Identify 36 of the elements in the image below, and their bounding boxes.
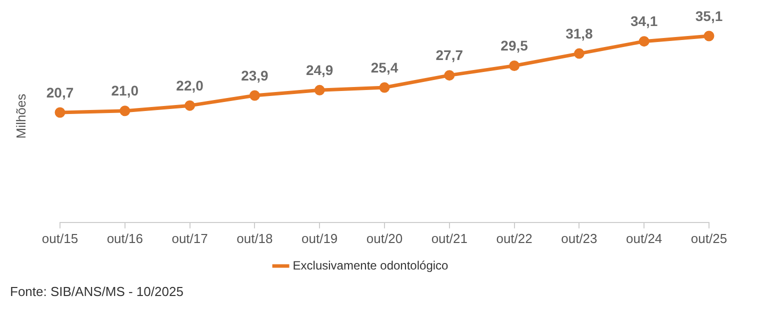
x-tick-label: out/24 <box>626 230 662 246</box>
x-tick-label: out/19 <box>302 230 338 246</box>
data-label: 29,5 <box>500 38 528 54</box>
data-label: 27,7 <box>436 47 464 64</box>
data-label: 34,1 <box>630 13 658 30</box>
y-axis-title: Milhões <box>13 93 28 139</box>
x-tick-label: out/21 <box>431 230 468 246</box>
x-tick-label: out/18 <box>236 230 273 246</box>
point <box>704 30 714 42</box>
data-label: 24,9 <box>306 62 334 78</box>
data-label: 35,1 <box>695 8 723 24</box>
data-label: 23,9 <box>241 67 269 84</box>
data-label: 20,7 <box>46 84 74 100</box>
point <box>444 70 455 81</box>
x-tick-label: out/15 <box>42 230 78 246</box>
point <box>509 60 520 72</box>
point <box>574 48 584 59</box>
x-tick-label: out/16 <box>106 230 143 246</box>
point <box>314 84 325 96</box>
point <box>638 36 650 47</box>
x-tick-label: out/22 <box>496 230 532 246</box>
x-tick-label: out/25 <box>690 230 728 246</box>
x-tick-label: out/17 <box>172 230 208 246</box>
data-label: 31,8 <box>566 25 594 42</box>
legend-label: Exclusivamente odontológico <box>292 258 449 272</box>
data-label: 22,0 <box>176 77 204 94</box>
data-label: 21,0 <box>111 82 139 99</box>
point <box>184 100 196 111</box>
data-label: 25,4 <box>370 59 398 76</box>
point <box>120 106 130 116</box>
point <box>249 90 260 101</box>
point <box>54 107 66 118</box>
x-tick-label: out/20 <box>366 230 403 246</box>
source-note: Fonte: SIB/ANS/MS - 10/2025 <box>10 284 184 299</box>
point <box>379 82 390 93</box>
x-tick-label: out/23 <box>561 230 598 246</box>
